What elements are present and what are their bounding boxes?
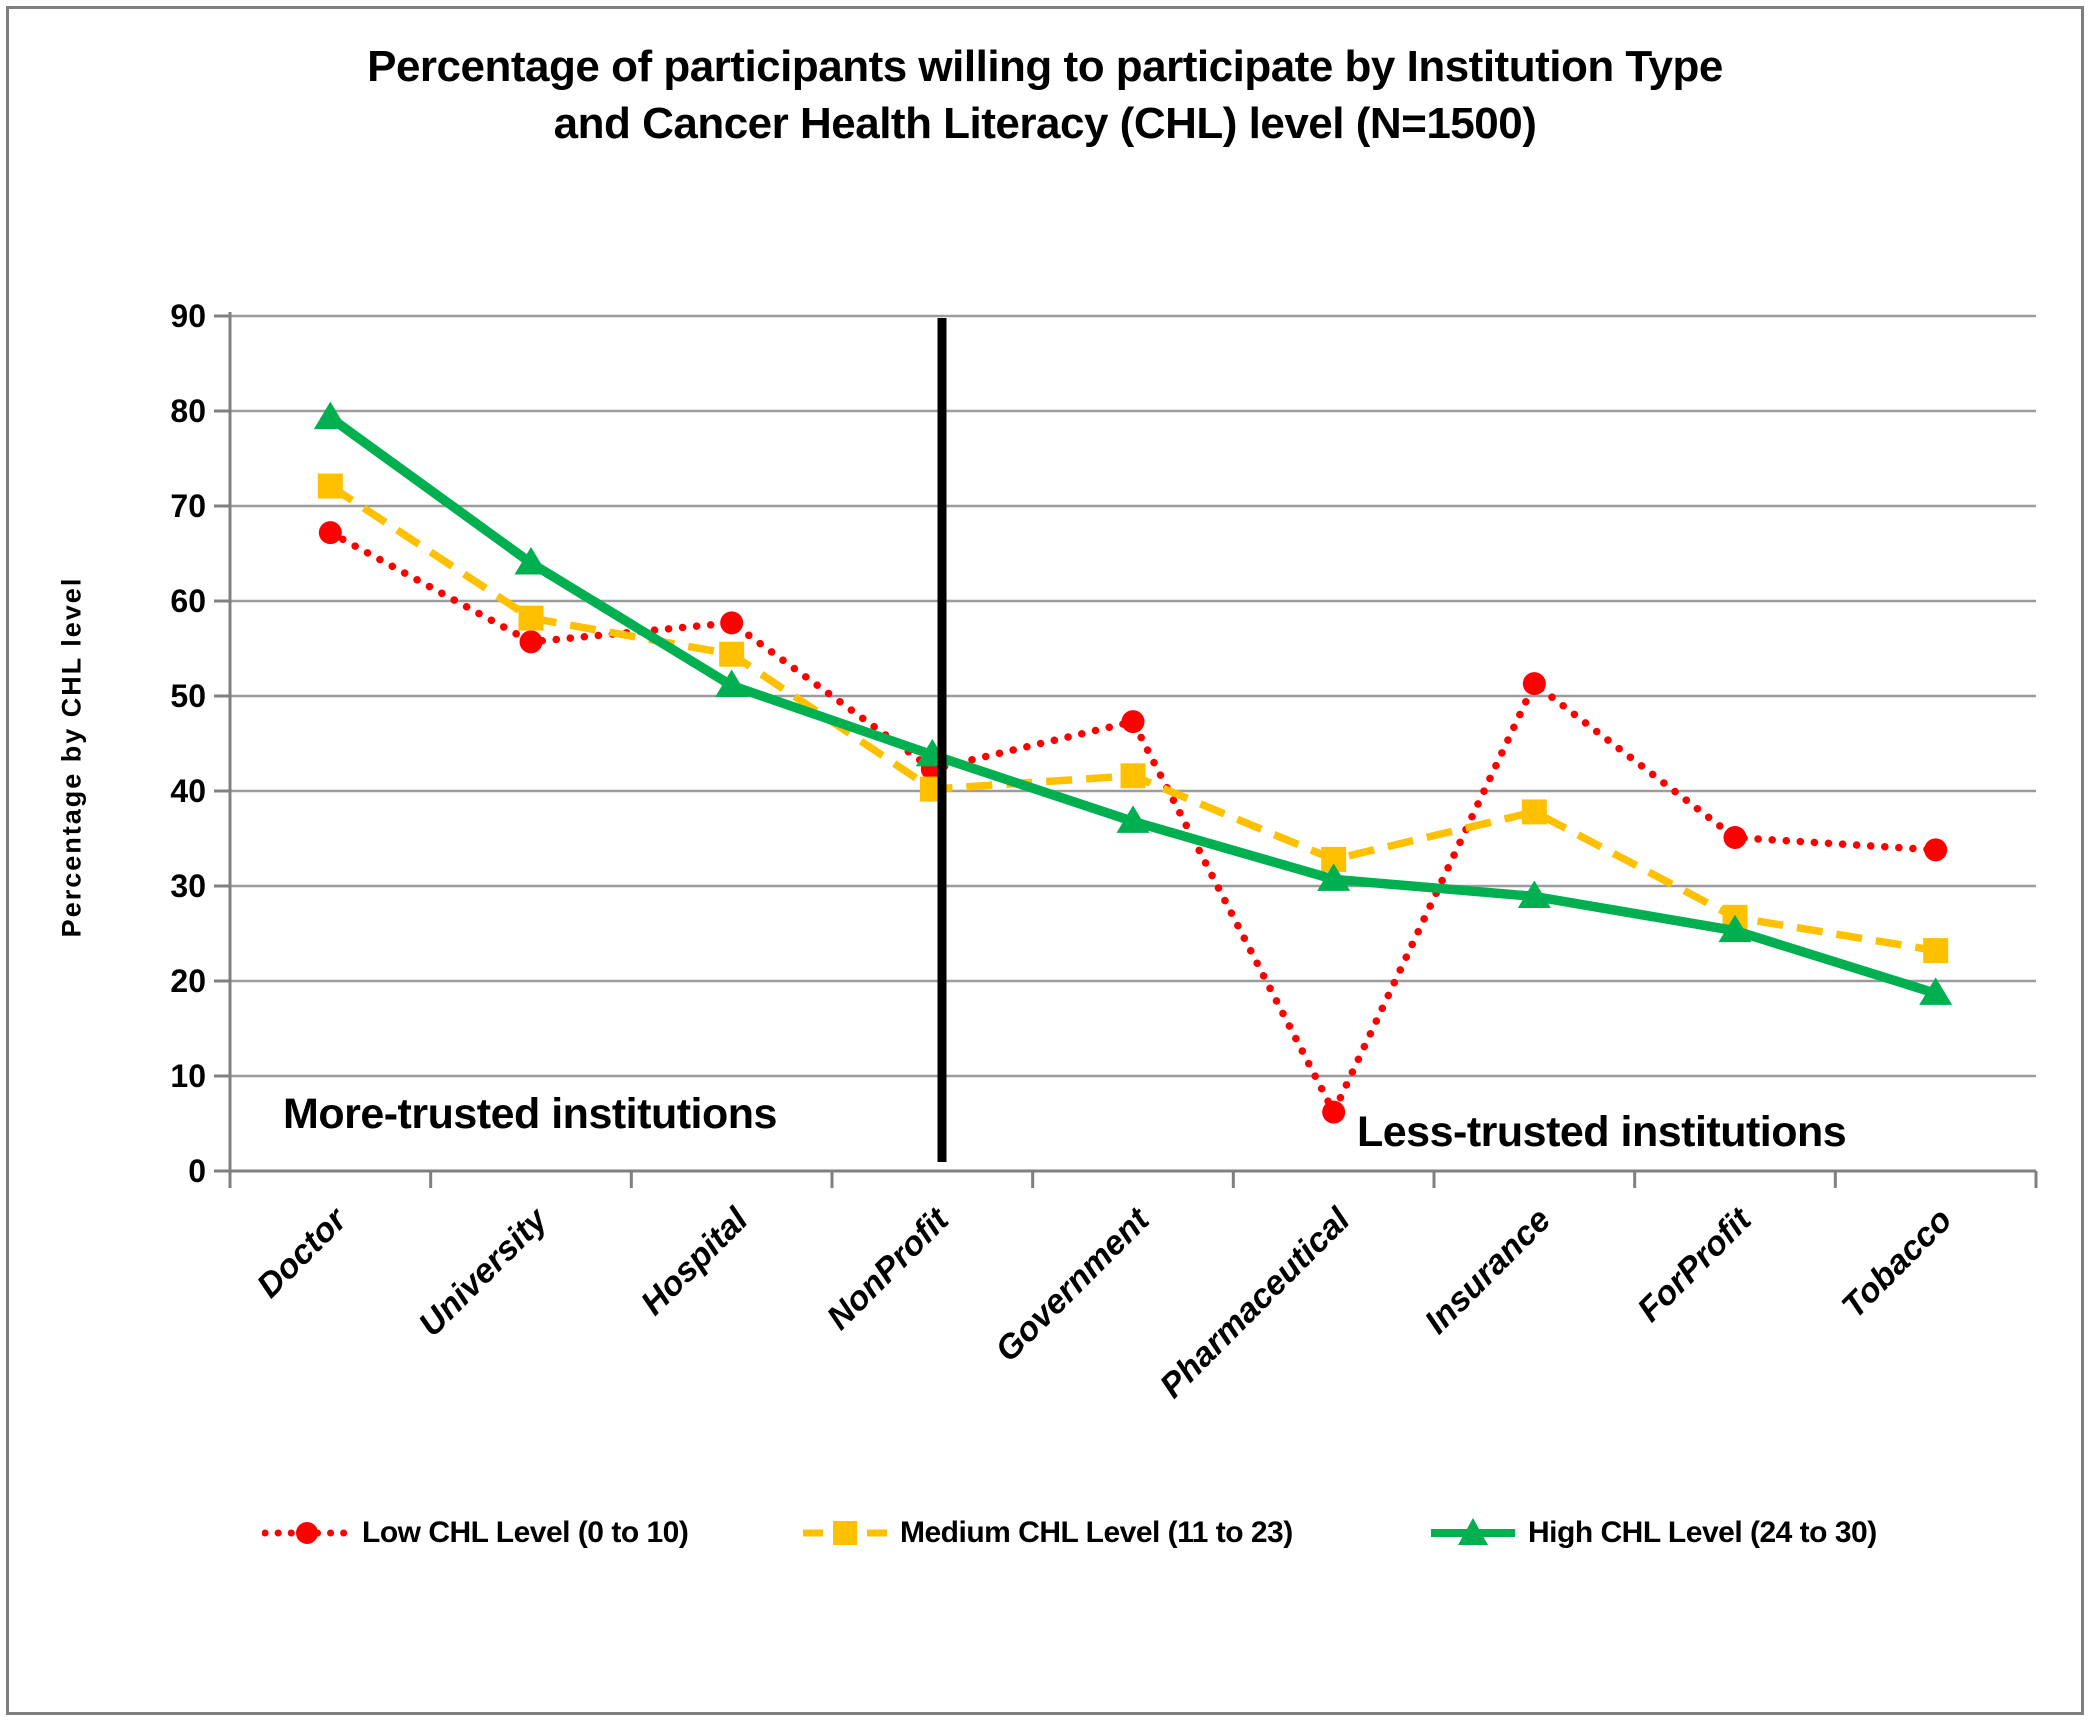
legend-item-low-chl: Low CHL Level (0 to 10) xyxy=(262,1505,689,1561)
x-category-label-pharmaceutical: Pharmaceutical xyxy=(1153,1200,1359,1406)
marker-medium-university xyxy=(518,605,544,631)
marker-medium-hospital xyxy=(719,641,745,667)
less-trusted-annotation: Less-trusted institutions xyxy=(1357,1108,1846,1156)
more-trusted-annotation: More-trusted institutions xyxy=(283,1090,777,1138)
x-category-label-government: Government xyxy=(988,1200,1158,1370)
marker-medium-insurance xyxy=(1521,799,1547,825)
marker-low-doctor xyxy=(318,521,342,545)
marker-high-government xyxy=(1116,805,1150,833)
y-tick-label-60: 60 xyxy=(170,583,206,619)
x-axis-category-labels: Doctor University Hospital NonProfit Governm… xyxy=(250,1199,1960,1405)
chart-title-line2: and Cancer Health Literacy (CHL) level (… xyxy=(553,99,1537,148)
y-axis-tick-labels: 0 10 20 30 40 50 60 70 80 90 xyxy=(170,298,206,1189)
y-tick-label-0: 0 xyxy=(188,1153,206,1189)
y-tick-label-70: 70 xyxy=(170,488,206,524)
gridlines xyxy=(230,314,2036,1078)
marker-medium-doctor xyxy=(317,473,343,499)
legend-label-low-chl: Low CHL Level (0 to 10) xyxy=(362,1516,689,1549)
chart-frame xyxy=(6,6,2084,1715)
x-category-label-nonprofit: NonProfit xyxy=(820,1200,958,1338)
marker-low-insurance xyxy=(1522,672,1546,696)
x-category-label-doctor: Doctor xyxy=(250,1200,356,1306)
x-category-label-hospital: Hospital xyxy=(634,1200,757,1323)
marker-low-pharmaceutical xyxy=(1322,1100,1346,1124)
marker-low-hospital xyxy=(720,611,744,635)
marker-high-university xyxy=(514,547,548,575)
data-series xyxy=(313,401,1953,1124)
legend-swatch-high-chl-icon xyxy=(1431,1518,1515,1545)
y-tick-label-80: 80 xyxy=(170,393,206,429)
chart-title-line1: Percentage of participants willing to pa… xyxy=(367,42,1723,91)
y-tick-label-50: 50 xyxy=(170,678,206,714)
y-tick-label-90: 90 xyxy=(170,298,206,334)
marker-high-hospital xyxy=(715,669,749,698)
y-tick-label-40: 40 xyxy=(170,773,206,809)
marker-high-doctor xyxy=(313,401,347,430)
y-tick-label-20: 20 xyxy=(170,963,206,999)
series-line-high-chl xyxy=(327,413,1938,998)
marker-low-forprofit xyxy=(1723,826,1747,850)
marker-high-insurance xyxy=(1517,880,1551,908)
y-tick-label-10: 10 xyxy=(170,1058,206,1094)
marker-low-government xyxy=(1121,710,1145,734)
marker-low-tobacco xyxy=(1924,838,1948,862)
x-category-label-insurance: Insurance xyxy=(1418,1201,1558,1341)
chart-title: Percentage of participants willing to pa… xyxy=(0,38,2090,152)
marker-medium-government xyxy=(1120,763,1146,789)
marker-high-pharmaceutical xyxy=(1317,863,1351,891)
marker-low-university xyxy=(519,630,543,654)
y-tick-label-30: 30 xyxy=(170,868,206,904)
marker-high-forprofit xyxy=(1718,914,1752,943)
legend-swatch-medium-chl-icon xyxy=(803,1521,887,1545)
legend-item-medium-chl: Medium CHL Level (11 to 23) xyxy=(800,1505,1293,1561)
x-category-label-tobacco: Tobacco xyxy=(1834,1201,1959,1326)
marker-high-tobacco xyxy=(1919,977,1953,1005)
axes xyxy=(214,312,2038,1188)
marker-medium-tobacco xyxy=(1923,938,1949,964)
legend-swatch-low-chl-icon xyxy=(262,1522,352,1544)
legend-label-medium-chl: Medium CHL Level (11 to 23) xyxy=(900,1516,1293,1549)
x-category-label-university: University xyxy=(412,1199,557,1344)
legend-label-high-chl: High CHL Level (24 to 30) xyxy=(1528,1516,1877,1549)
x-category-label-forprofit: ForProfit xyxy=(1630,1200,1760,1330)
legend-item-high-chl: High CHL Level (24 to 30) xyxy=(1428,1505,1877,1561)
